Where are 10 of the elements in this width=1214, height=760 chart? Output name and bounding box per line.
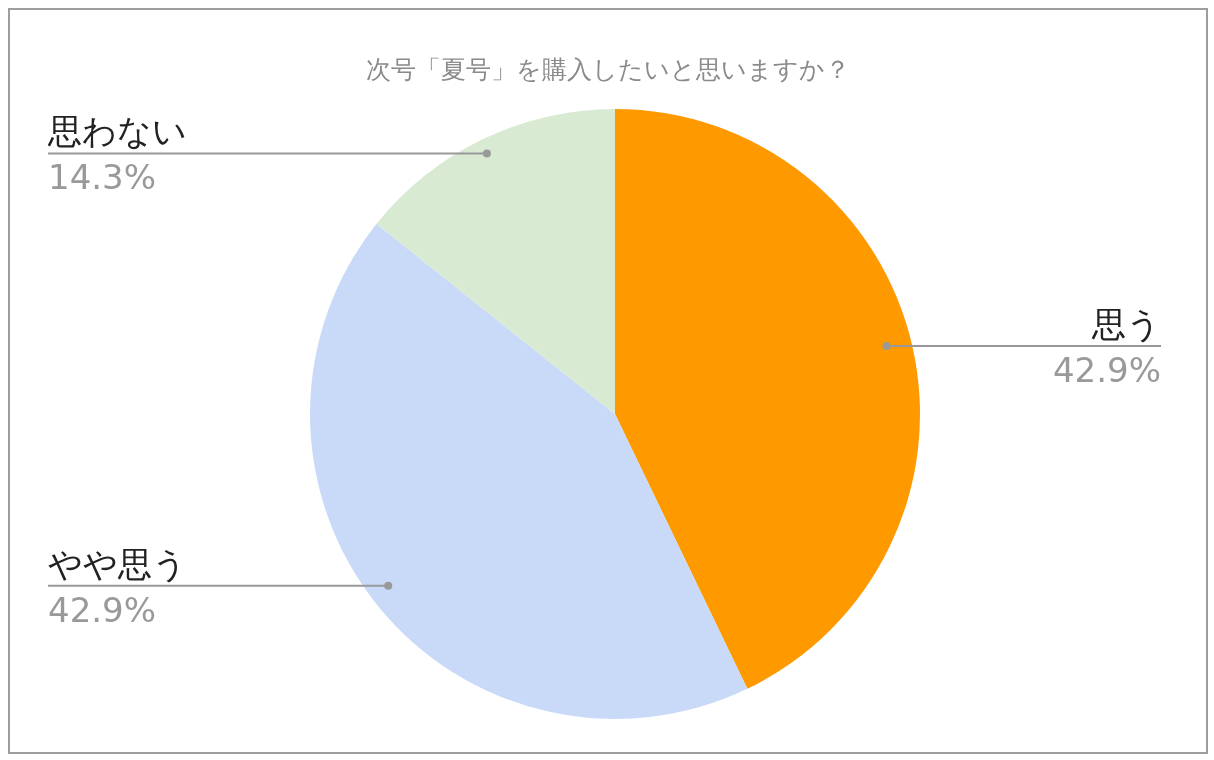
slice-label: やや思う (48, 543, 187, 584)
pie-slice (376, 109, 615, 414)
slice-label: 思わない (47, 111, 187, 152)
pie-slice (310, 223, 748, 719)
chart-title: 次号「夏号」を購入したいと思いますか？ (366, 55, 850, 84)
pie-slice (615, 109, 920, 689)
data-label: 14.3% (48, 157, 157, 198)
data-label: 42.9% (1052, 349, 1161, 390)
data-label: 42.9% (48, 589, 157, 630)
slice-label: 思う (1091, 303, 1161, 344)
